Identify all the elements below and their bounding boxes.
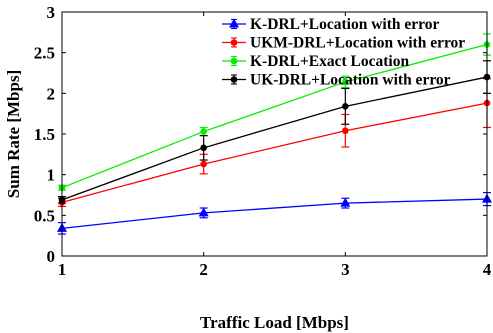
series-1 [58,78,491,207]
legend-marker [230,76,238,83]
series-line [61,43,488,189]
legend-label: UK-DRL+Location with error [250,72,451,89]
legend-marker [228,18,240,28]
x-tick-label: 3 [341,260,350,279]
legend-entry-2: K-DRL+Exact Location [222,53,409,70]
series-line [61,198,488,229]
y-tick-label: 0.5 [34,206,55,225]
y-axis-title: Sum Rate [Mbps] [4,70,23,198]
legend-entry-1: UKM-DRL+Location with error [222,35,465,52]
data-point [342,103,349,110]
data-point [200,160,207,168]
legend: K-DRL+Location with error UKM-DRL+Locatio… [222,16,465,89]
x-tick-label: 2 [199,260,208,279]
y-tick-label: 3 [47,3,56,22]
data-point [340,197,351,207]
legend-marker [230,39,238,46]
series-0 [56,191,493,235]
y-tick-label: 1 [47,166,56,185]
y-tick-label: 1.5 [34,125,55,144]
data-point [198,207,209,217]
y-tick-label: 2.5 [34,44,55,63]
axis-ticks: 1 2 3 4 0 0.5 1 1.5 2 2.5 3 [34,3,492,279]
legend-entry-3: UK-DRL+Location with error [222,72,451,89]
x-tick-label: 1 [58,260,67,279]
data-point [200,144,207,152]
series-line [61,102,488,203]
data-point [200,128,207,135]
data-point [342,127,349,135]
legend-marker [230,57,238,65]
legend-label: UKM-DRL+Location with error [250,35,465,52]
legend-entry-0: K-DRL+Location with error [222,16,439,33]
legend-label: K-DRL+Location with error [250,16,439,33]
y-tick-label: 2 [47,84,56,103]
series-line [61,76,488,201]
x-tick-label: 4 [483,260,492,279]
legend-label: K-DRL+Exact Location [250,53,409,70]
x-axis-title: Traffic Load [Mbps] [200,313,349,332]
y-tick-label: 0 [47,247,56,266]
data-point [342,78,349,86]
